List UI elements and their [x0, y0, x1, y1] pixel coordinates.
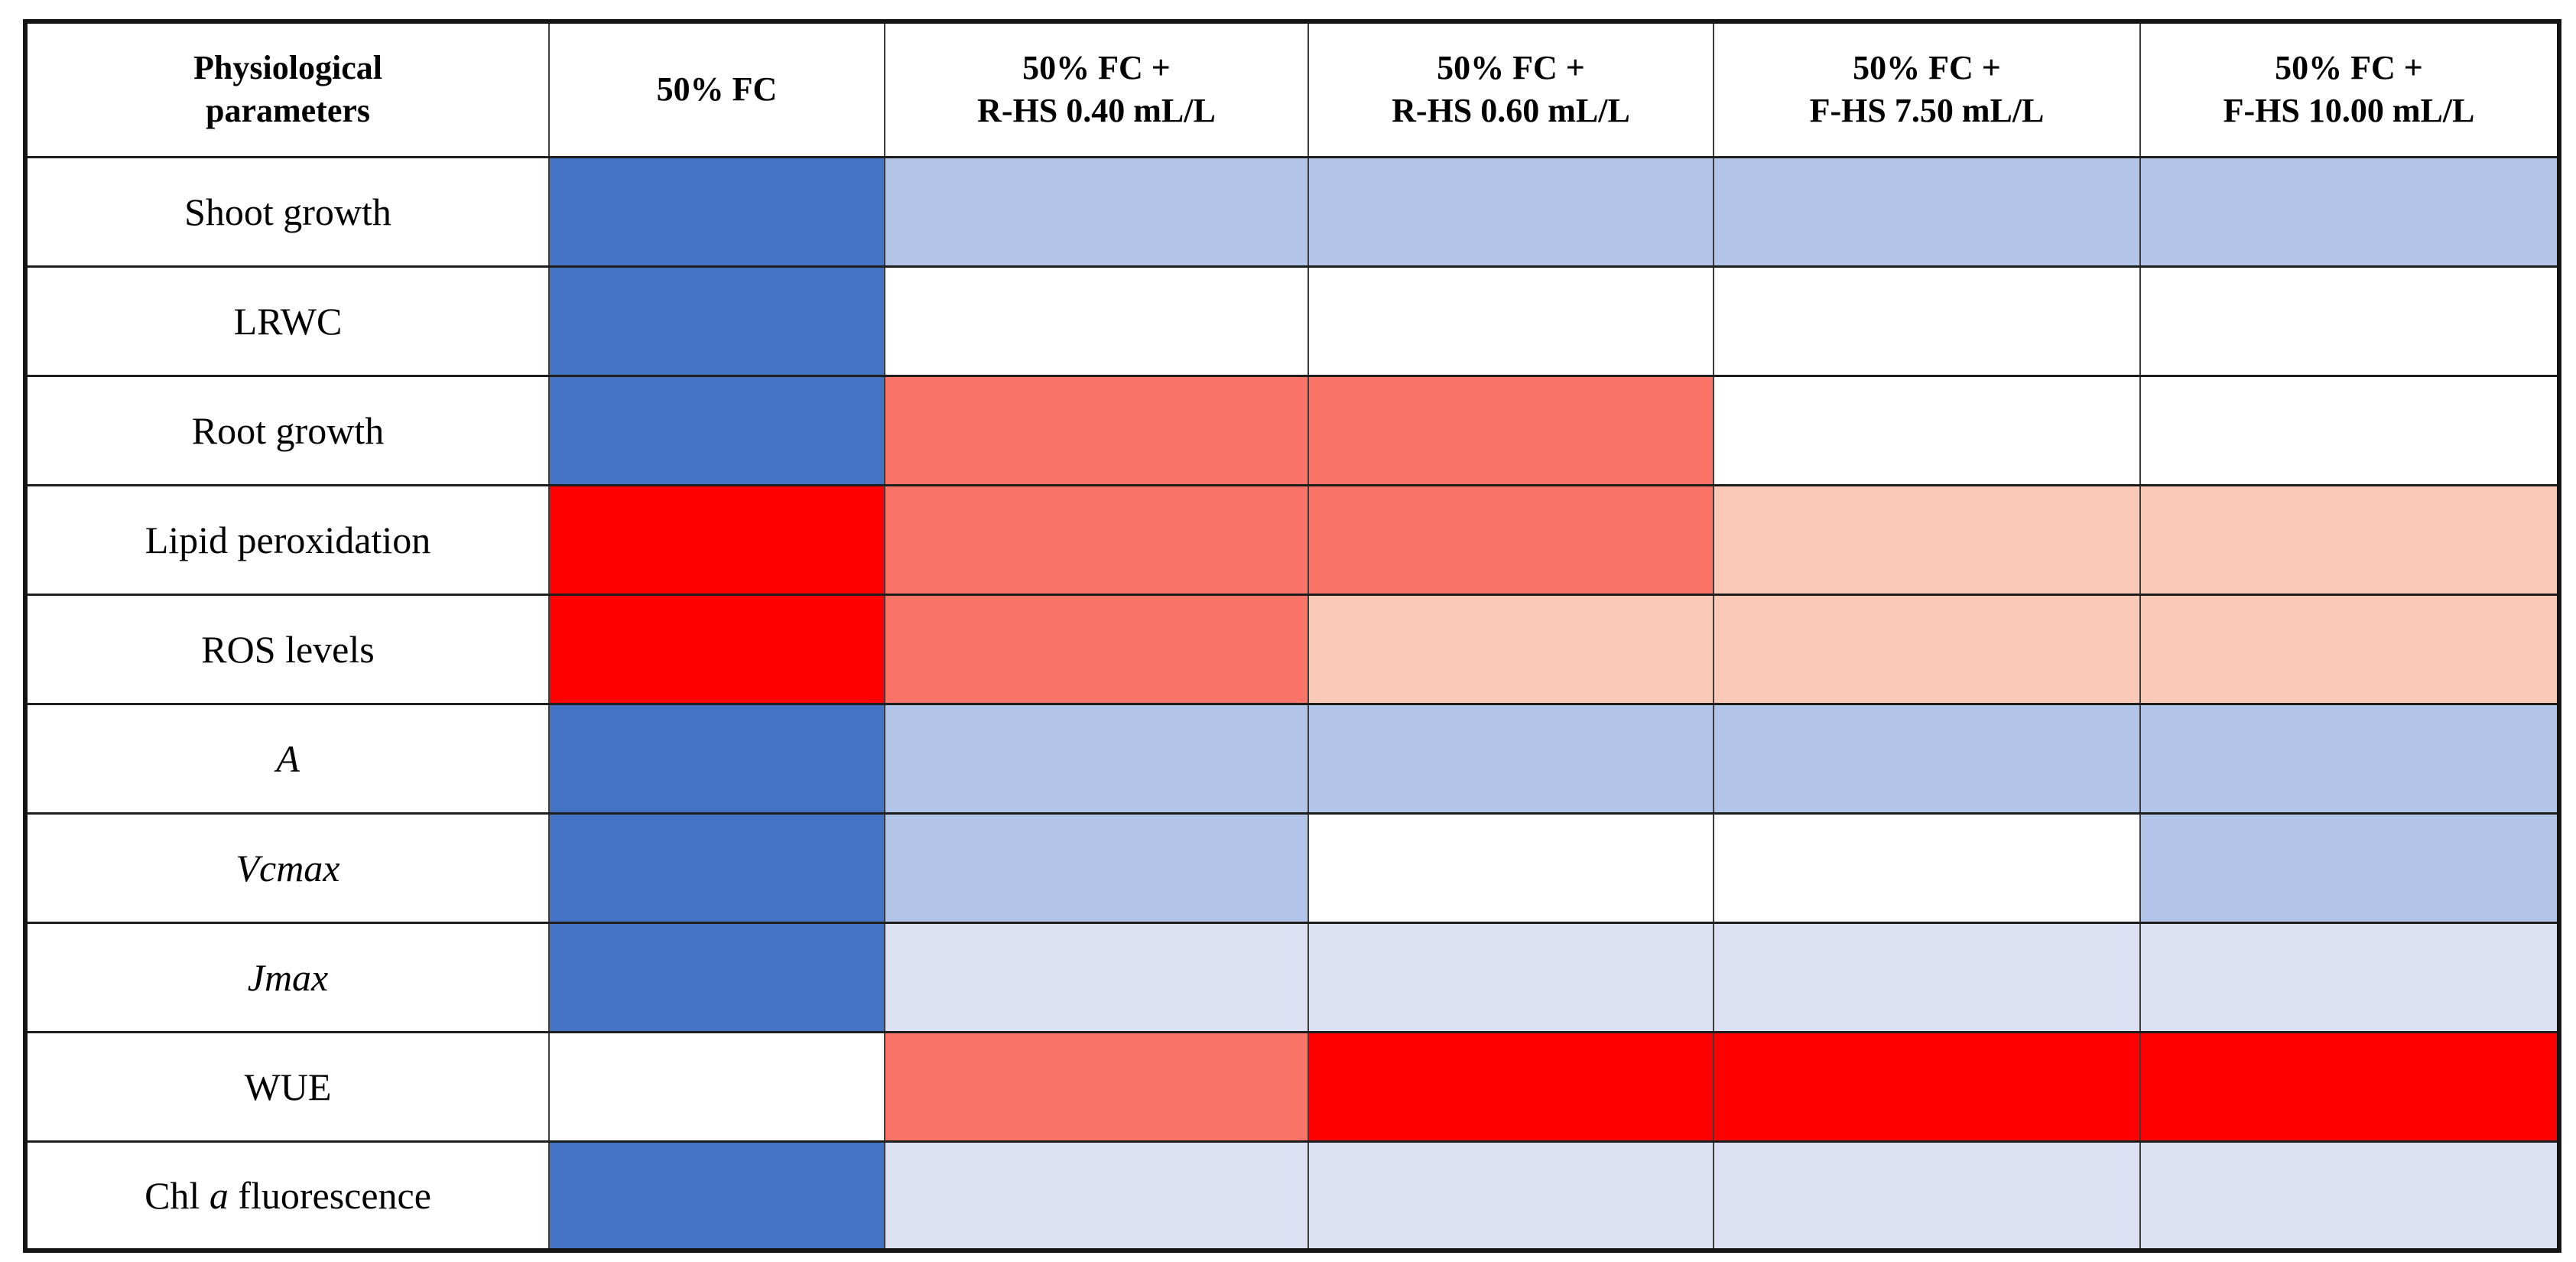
heatmap-cell [1713, 1030, 2141, 1143]
table-row: Jmax [24, 921, 2560, 1033]
heatmap-cell [1713, 374, 2141, 486]
heatmap-cell [548, 593, 885, 705]
heatmap-cell [1307, 812, 1714, 924]
row-label-text: A [276, 737, 300, 780]
heatmap-cell [1713, 155, 2141, 268]
heatmap-cell [884, 812, 1309, 924]
table-row: Lipid peroxidation [24, 483, 2560, 596]
table-body: Shoot growth LRWC Root growth Lipid pero… [24, 155, 2560, 1252]
column-header: 50% FC + R-HS 0.60 mL/L [1307, 20, 1714, 158]
heatmap-cell [548, 921, 885, 1033]
heatmap-cell [2139, 483, 2560, 596]
header-row: Physiological parameters 50% FC 50% FC + R… [24, 20, 2560, 158]
heatmap-cell [884, 155, 1309, 268]
heatmap-cell [548, 374, 885, 486]
table-row: WUE [24, 1030, 2560, 1143]
column-header: 50% FC + F-HS 7.50 mL/L [1713, 20, 2141, 158]
heatmap-cell [548, 1030, 885, 1143]
row-label-text: a [209, 1173, 229, 1217]
row-label-text: LRWC [233, 299, 343, 343]
heatmap-cell [2139, 921, 2560, 1033]
table-row: Vcmax [24, 812, 2560, 924]
heatmap-cell [548, 812, 885, 924]
column-header: 50% FC + F-HS 10.00 mL/L [2139, 20, 2560, 158]
table-row: LRWC [24, 265, 2560, 377]
heatmap-cell [1307, 593, 1714, 705]
heatmap-cell [1307, 1030, 1714, 1143]
heatmap-cell [884, 265, 1309, 377]
row-label: ROS levels [24, 593, 550, 705]
heatmap-cell [548, 265, 885, 377]
heatmap-cell [1307, 702, 1714, 815]
heatmap-cell [2139, 702, 2560, 815]
physiological-parameters-table: Physiological parameters 50% FC 50% FC + R… [23, 19, 2561, 1253]
row-label-text: ROS levels [201, 627, 375, 671]
heatmap-cell [884, 374, 1309, 486]
heatmap-cell [1713, 812, 2141, 924]
row-label: WUE [24, 1030, 550, 1143]
row-label: Jmax [24, 921, 550, 1033]
heatmap-cell [884, 483, 1309, 596]
column-header: Physiological parameters [24, 20, 550, 158]
row-label: Chl a fluorescence [24, 1140, 550, 1252]
heatmap-cell [1307, 265, 1714, 377]
heatmap-cell [884, 593, 1309, 705]
row-label-text: Chl [145, 1173, 210, 1217]
row-label-text: Jmax [247, 955, 329, 999]
row-label: A [24, 702, 550, 815]
heatmap-cell [2139, 155, 2560, 268]
heatmap-cell [548, 155, 885, 268]
heatmap-cell [2139, 374, 2560, 486]
heatmap-cell [548, 1140, 885, 1252]
heatmap-cell [1307, 921, 1714, 1033]
row-label: Shoot growth [24, 155, 550, 268]
table-row: Chl a fluorescence [24, 1140, 2560, 1252]
heatmap-cell [1713, 265, 2141, 377]
heatmap-cell [2139, 265, 2560, 377]
row-label-text: Lipid peroxidation [145, 518, 431, 561]
row-label-text: fluorescence [228, 1173, 431, 1217]
heatmap-cell [1713, 1140, 2141, 1252]
row-label-text: Root growth [191, 408, 385, 452]
heatmap-cell [1307, 155, 1714, 268]
row-label-text: Shoot growth [184, 190, 391, 233]
heatmap-cell [2139, 1140, 2560, 1252]
heatmap-cell [2139, 1030, 2560, 1143]
heatmap-cell [1713, 483, 2141, 596]
row-label: Lipid peroxidation [24, 483, 550, 596]
heatmap-cell [1307, 483, 1714, 596]
table-row: Shoot growth [24, 155, 2560, 268]
heatmap-cell [884, 1140, 1309, 1252]
heatmap-cell [1713, 702, 2141, 815]
heatmap-cell [884, 702, 1309, 815]
heatmap-cell [1713, 921, 2141, 1033]
heatmap-cell [548, 483, 885, 596]
row-label: LRWC [24, 265, 550, 377]
heatmap-cell [548, 702, 885, 815]
row-label-text: Vcmax [236, 846, 340, 890]
heatmap-cell [884, 1030, 1309, 1143]
heatmap-cell [884, 921, 1309, 1033]
heatmap-cell [1307, 374, 1714, 486]
heatmap-cell [2139, 812, 2560, 924]
row-label-text: WUE [244, 1065, 332, 1108]
heatmap-cell [1307, 1140, 1714, 1252]
column-header: 50% FC + R-HS 0.40 mL/L [884, 20, 1309, 158]
row-label: Vcmax [24, 812, 550, 924]
column-header: 50% FC [548, 20, 885, 158]
row-label: Root growth [24, 374, 550, 486]
heatmap-cell [2139, 593, 2560, 705]
heatmap-cell [1713, 593, 2141, 705]
table-row: Root growth [24, 374, 2560, 486]
table-row: A [24, 702, 2560, 815]
table-row: ROS levels [24, 593, 2560, 705]
